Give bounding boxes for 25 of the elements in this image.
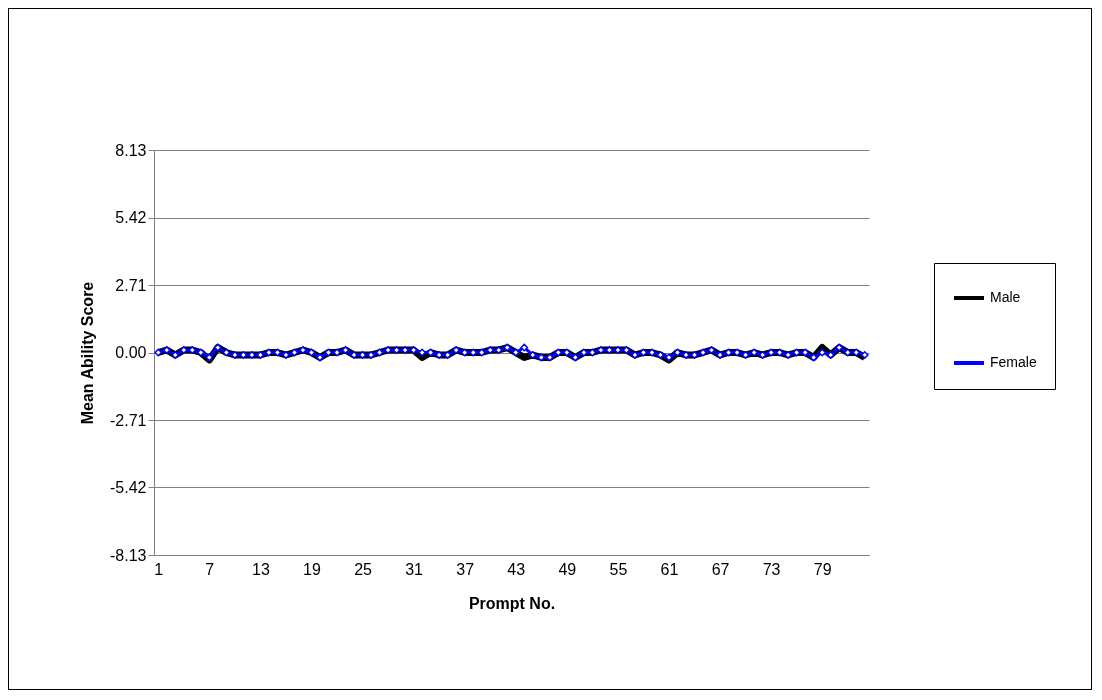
y-tick-label: -2.71 — [110, 411, 147, 429]
y-tick-label: 8.13 — [115, 141, 147, 159]
x-tick-label: 37 — [456, 560, 475, 578]
x-tick-label: 25 — [354, 560, 373, 578]
x-tick-label: 73 — [762, 560, 781, 578]
legend-label: Male — [990, 289, 1021, 305]
y-axis-title: Mean Ability Score — [79, 281, 97, 425]
y-tick-label: 2.71 — [115, 276, 147, 294]
x-tick-label: 55 — [609, 560, 628, 578]
x-tick-label: 61 — [660, 560, 679, 578]
x-tick-label: 19 — [303, 560, 321, 578]
x-tick-label: 1 — [154, 560, 164, 578]
x-axis-title: Prompt No. — [468, 594, 556, 612]
y-tick-label: -5.42 — [110, 479, 147, 496]
x-tick-label: 7 — [205, 560, 215, 578]
y-tick-label: -8.13 — [110, 546, 147, 564]
y-tick-label: 0.00 — [115, 344, 147, 361]
x-tick-label: 13 — [252, 560, 270, 578]
x-tick-label: 31 — [405, 560, 424, 578]
x-tick-label: 49 — [558, 560, 577, 578]
legend-label: Female — [990, 354, 1037, 370]
x-tick-label: 79 — [813, 560, 832, 578]
y-tick-label: 5.42 — [115, 209, 147, 226]
x-tick-label: 43 — [507, 560, 526, 578]
x-tick-label: 67 — [711, 560, 730, 578]
